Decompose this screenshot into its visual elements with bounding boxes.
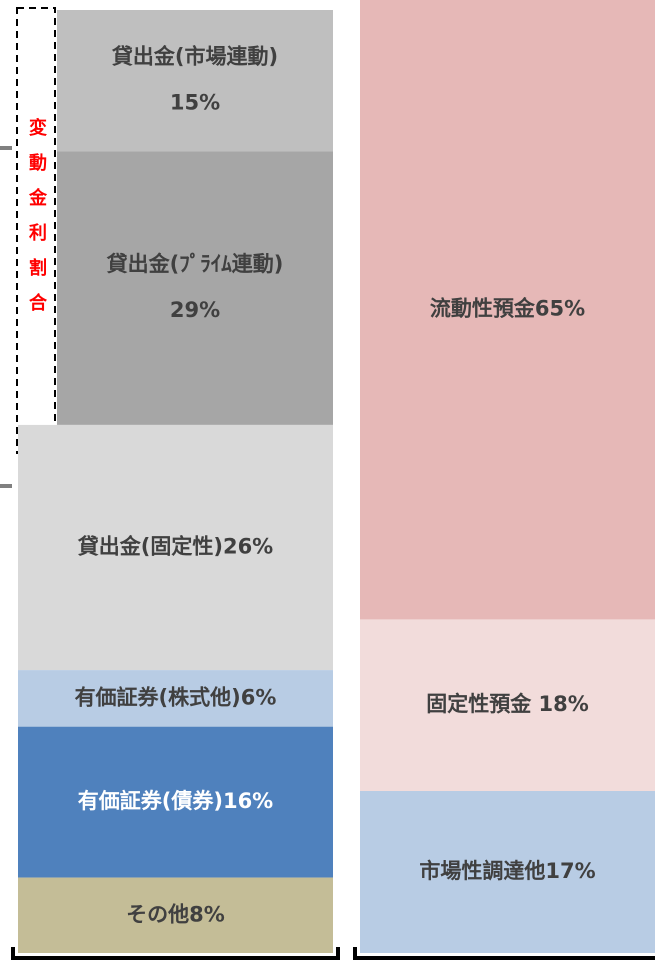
segment (57, 10, 333, 152)
base-bracket (11, 947, 655, 960)
segments: 貸出金(市場連動) 15% 貸出金(ﾌﾟﾗｲﾑ連動) 29% 貸出金(固定性)26% 有価… (18, 0, 655, 953)
segment-label: 29% (170, 298, 220, 322)
segment (360, 790, 655, 953)
segment (18, 670, 333, 727)
segment-label: 15% (170, 91, 220, 115)
dashed-bracket (16, 7, 56, 454)
segment (18, 877, 333, 953)
segment (18, 424, 333, 671)
segment-label: 貸出金(固定性)26% (77, 535, 273, 559)
segment (18, 726, 333, 878)
segment (57, 151, 333, 425)
segment-label: 貸出金(ﾌﾟﾗｲﾑ連動) (106, 252, 284, 276)
segment-label: 市場性調達他17% (419, 859, 595, 883)
segment (360, 619, 655, 791)
segment-label: 貸出金(市場連動) (111, 45, 278, 69)
segment-label: 流動性預金65% (430, 297, 585, 321)
segment-label: 有価証券(株式他)6% (75, 685, 277, 709)
segment (360, 0, 655, 620)
segment-label: 有価証券(債券)16% (78, 789, 273, 813)
segment-label: 固定性預金 18% (426, 692, 589, 716)
annotation: 変動金利割合 (26, 117, 48, 328)
segment-label: その他8% (126, 902, 225, 926)
